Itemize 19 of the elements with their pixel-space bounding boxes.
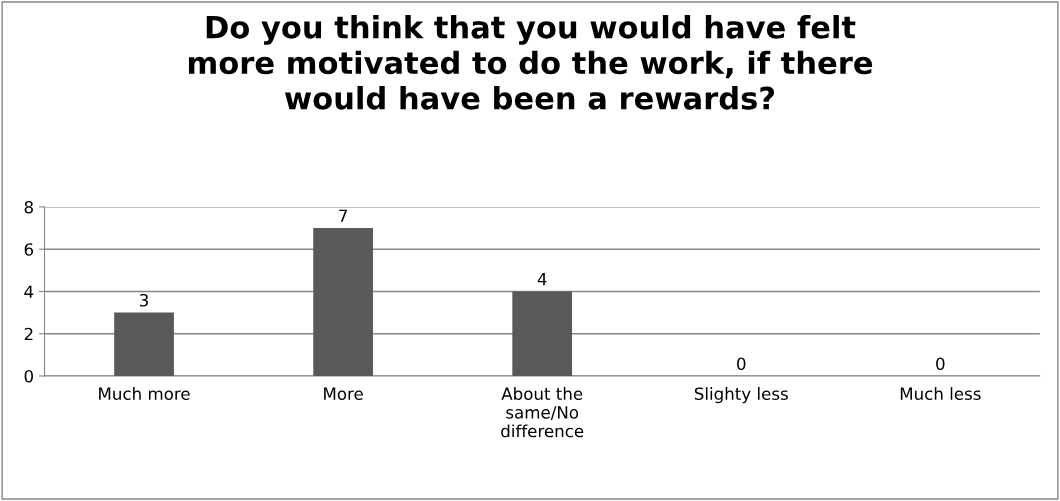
y-tick-label: 2 [24,327,33,341]
x-tick-label: Slighty less [694,387,788,404]
x-tick-label: Much less [900,387,981,401]
data-label: 4 [537,273,547,286]
x-tick-label: More [324,387,363,401]
bar [114,312,174,376]
y-tick-label: 6 [24,243,34,256]
y-tick-label: 8 [24,200,33,214]
data-label: 7 [339,209,347,222]
data-label: 3 [140,293,149,307]
x-tick-label: About the same/No difference [501,387,584,438]
data-label: 0 [737,357,746,370]
y-tick-label: 0 [24,369,33,383]
x-tick-label: Much more [99,387,190,401]
data-label: 0 [936,357,945,370]
bar [512,291,573,376]
chart-title: Do you think that you would have felt more motivated to do the work, if there would have been a rewards? [188,15,873,110]
y-tick-label: 4 [24,285,34,298]
bar [313,228,373,376]
